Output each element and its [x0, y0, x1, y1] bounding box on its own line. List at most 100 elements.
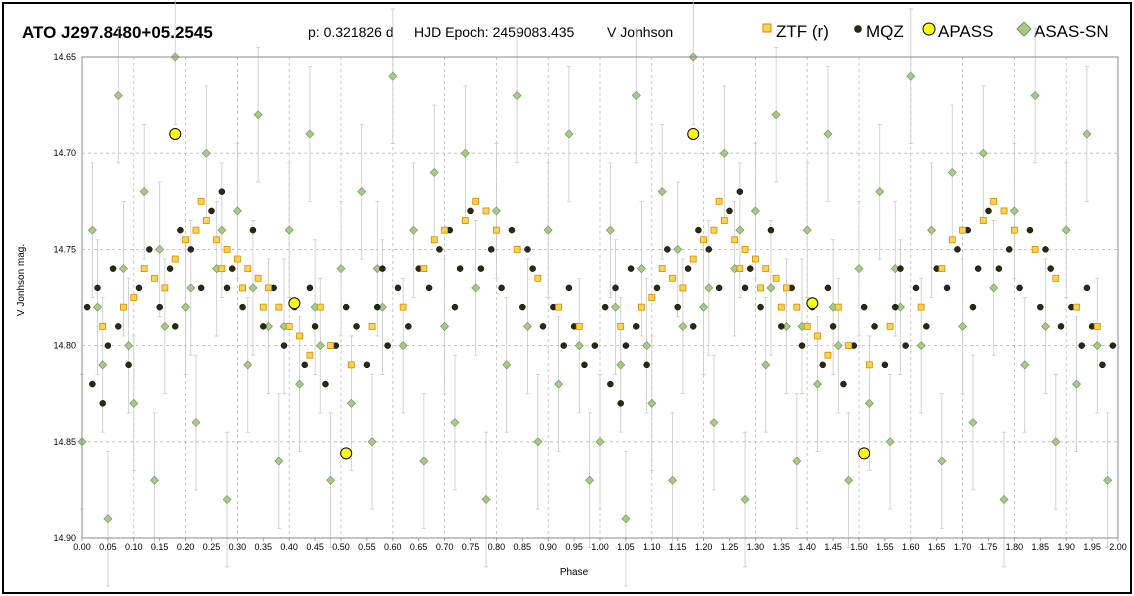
point-mqz [384, 342, 391, 349]
point-mqz [954, 246, 961, 253]
point-asas-sn [543, 225, 553, 235]
point-ztf-r [259, 303, 267, 311]
point-ztf-r [399, 303, 407, 311]
point-mqz [156, 303, 163, 311]
point-mqz [840, 380, 847, 388]
point-ztf-r [938, 265, 946, 273]
point-asas-sn [611, 302, 621, 312]
point-asas-sn [440, 321, 450, 331]
point-asas-sn [585, 475, 595, 485]
point-mqz [524, 246, 531, 253]
point-mqz [146, 246, 153, 253]
point-asas-sn [771, 110, 781, 120]
point-ztf-r [202, 217, 210, 224]
point-mqz [280, 342, 288, 349]
point-asas-sn [409, 225, 419, 235]
point-asas-sn [636, 264, 646, 274]
point-mqz [208, 207, 215, 215]
point-asas-sn [678, 321, 688, 331]
point-mqz [664, 246, 671, 253]
point-mqz [565, 284, 573, 292]
legend-mqz-label: MQZ [866, 22, 904, 41]
point-mqz [824, 284, 832, 292]
point-ztf-r [430, 236, 438, 244]
point-asas-sn [875, 187, 885, 197]
x-tick-label: 0.80 [488, 542, 506, 552]
point-asas-sn [388, 71, 398, 81]
point-ztf-r [886, 322, 894, 330]
point-ztf-r [638, 303, 645, 311]
point-asas-sn [735, 225, 745, 235]
y-tick-label: 14.70 [53, 148, 76, 158]
x-tick-label: 0.05 [99, 542, 117, 552]
point-ztf-r [824, 351, 832, 359]
point-ztf-r [513, 245, 521, 253]
series-asas-sn [77, 52, 1113, 524]
point-asas-sn [1061, 225, 1071, 235]
x-tick-label: 0.60 [384, 542, 402, 552]
point-asas-sn [668, 475, 678, 485]
point-asas-sn [642, 341, 652, 351]
point-asas-sn [181, 302, 191, 312]
point-ztf-r [182, 236, 190, 244]
point-asas-sn [512, 90, 522, 100]
x-tick-label: 0.70 [436, 542, 454, 552]
point-ztf-r [120, 303, 127, 311]
x-tick-label: 1.45 [824, 542, 842, 552]
point-mqz [249, 226, 257, 234]
point-asas-sn [958, 321, 968, 331]
point-asas-sn [554, 379, 564, 389]
point-mqz [923, 323, 930, 330]
point-ztf-r [1011, 226, 1018, 234]
point-asas-sn [315, 341, 325, 351]
point-ztf-r [1031, 245, 1039, 253]
point-ztf-r [575, 322, 583, 330]
point-asas-sn [274, 456, 284, 466]
x-axis-label: Phase [560, 567, 589, 578]
point-ztf-r [171, 255, 179, 263]
point-ztf-r [865, 361, 873, 369]
point-ztf-r [990, 197, 998, 205]
point-asas-sn [87, 225, 97, 235]
point-mqz [166, 265, 174, 272]
point-mqz [819, 361, 826, 369]
point-ztf-r [1093, 322, 1101, 330]
point-mqz [892, 303, 899, 311]
point-asas-sn [243, 360, 253, 370]
point-mqz [260, 323, 267, 330]
x-tick-label: 0.95 [565, 542, 583, 552]
y-axis-label: V Jonhson mag. [16, 244, 27, 316]
point-mqz [374, 303, 381, 311]
point-asas-sn [93, 302, 103, 312]
point-asas-sn [673, 244, 683, 254]
y-tick-label: 14.75 [53, 244, 76, 254]
point-mqz [741, 284, 749, 292]
point-ztf-r [917, 303, 925, 311]
point-apass [340, 447, 353, 460]
y-tick-label: 14.90 [53, 533, 76, 543]
point-mqz [363, 361, 371, 369]
point-asas-sn [564, 129, 574, 139]
point-asas-sn [491, 206, 501, 216]
point-ztf-r [151, 274, 158, 282]
x-tick-label: 1.35 [773, 542, 791, 552]
x-tick-label: 1.40 [798, 542, 816, 552]
point-asas-sn [704, 283, 714, 293]
band-label: V Jonhson [607, 24, 673, 40]
point-ztf-r [720, 217, 728, 224]
point-ztf-r [218, 265, 226, 273]
point-ztf-r [306, 351, 314, 359]
point-mqz [1057, 323, 1065, 330]
point-mqz [897, 265, 904, 272]
point-asas-sn [1020, 360, 1030, 370]
point-ztf-r [296, 332, 303, 340]
point-mqz [643, 361, 650, 369]
x-tick-label: 0.90 [539, 542, 557, 552]
point-ztf-r [752, 255, 759, 263]
x-tick-label: 1.10 [643, 542, 661, 552]
point-mqz [301, 361, 308, 369]
point-ztf-r [368, 322, 376, 330]
x-tick-label: 0.30 [229, 542, 247, 552]
point-mqz [353, 323, 360, 330]
